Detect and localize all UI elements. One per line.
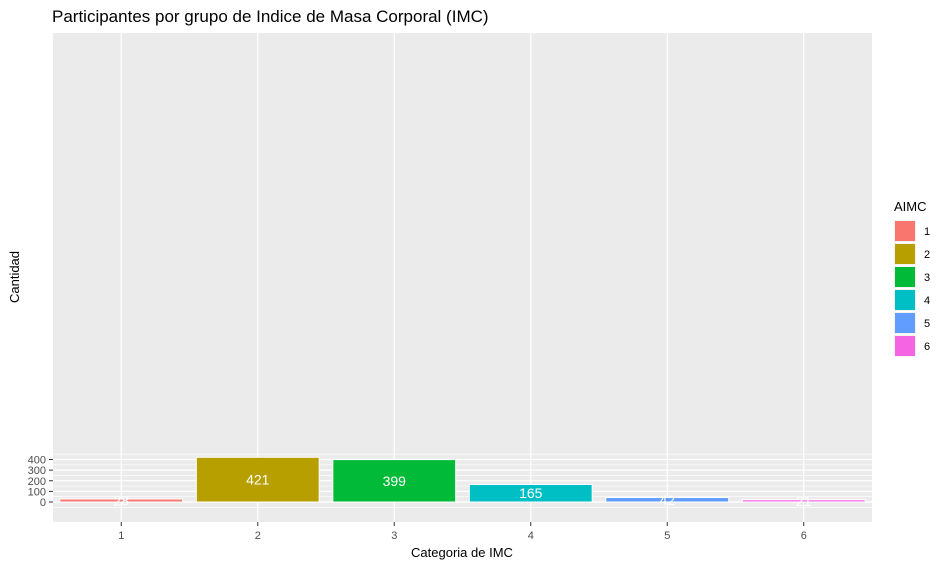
bar-5 <box>605 497 730 503</box>
y-tick-label: 300 <box>28 465 46 477</box>
x-axis-title: Categoria de IMC <box>411 545 513 560</box>
x-axis: 1 2 3 4 5 6 <box>118 522 807 542</box>
minor-gridlines <box>53 453 872 508</box>
legend-label-5: 5 <box>924 318 930 330</box>
data-label-3: 399 <box>383 473 407 489</box>
x-tick-label: 4 <box>528 530 534 542</box>
legend-label-3: 3 <box>924 272 930 284</box>
x-tick-label: 6 <box>801 530 807 542</box>
legend: AIMC 1 2 3 4 5 6 <box>894 199 930 357</box>
bar-labels-group: 28 421 399 165 42 21 <box>113 472 811 509</box>
x-tick-label: 1 <box>118 530 124 542</box>
legend-label-4: 4 <box>924 295 930 307</box>
y-tick-label: 200 <box>28 476 46 488</box>
x-tick-label: 5 <box>664 530 670 542</box>
x-tick-label: 2 <box>255 530 261 542</box>
y-tick-label: 0 <box>40 497 46 509</box>
data-label-5: 42 <box>659 492 675 508</box>
data-label-2: 421 <box>246 472 270 488</box>
legend-swatch-1 <box>895 221 915 241</box>
data-label-6: 21 <box>796 493 812 509</box>
bar-3 <box>332 459 457 503</box>
data-label-4: 165 <box>519 485 543 501</box>
y-tick-label: 100 <box>28 486 46 498</box>
legend-swatch-5 <box>895 313 915 333</box>
legend-title: AIMC <box>894 199 927 214</box>
legend-label-6: 6 <box>924 341 930 353</box>
y-axis-title: Cantidad <box>7 251 22 303</box>
legend-swatch-4 <box>895 290 915 310</box>
bar-6 <box>741 499 866 503</box>
bar-4 <box>468 483 593 503</box>
major-gridlines <box>53 33 872 522</box>
x-tick-label: 3 <box>391 530 397 542</box>
bar-2 <box>195 456 320 503</box>
data-label-1: 28 <box>113 493 129 509</box>
plot-panel <box>53 33 872 522</box>
chart-title: Participantes por grupo de Indice de Mas… <box>52 7 489 26</box>
legend-label-2: 2 <box>924 249 930 261</box>
legend-label-1: 1 <box>924 226 930 238</box>
legend-swatch-2 <box>895 244 915 264</box>
legend-swatch-6 <box>895 336 915 356</box>
legend-swatch-3 <box>895 267 915 287</box>
bar-1 <box>59 498 184 503</box>
bars-group <box>59 456 866 503</box>
y-tick-label: 400 <box>28 455 46 467</box>
